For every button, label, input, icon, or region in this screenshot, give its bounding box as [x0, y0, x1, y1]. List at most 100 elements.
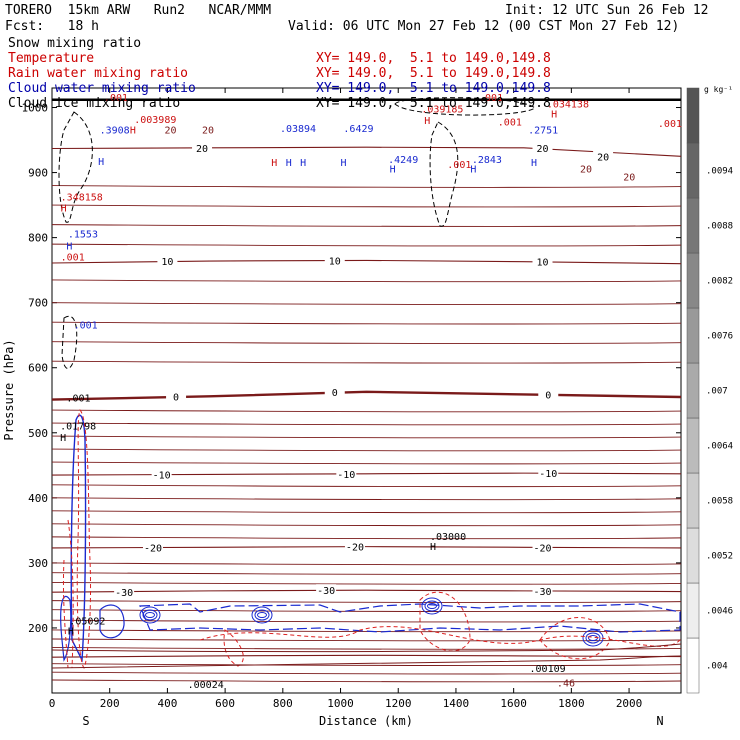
theta-contour: [51, 302, 682, 305]
theta-contour: [51, 663, 682, 667]
colorbar-bin: [686, 252, 700, 309]
contour-annotation: .348158: [61, 193, 103, 204]
contour-annotation: H: [424, 116, 430, 127]
temperature-contour-label: -30: [533, 587, 551, 598]
temperature-contour-label: 20: [196, 144, 208, 155]
contour-annotation: H: [130, 126, 136, 137]
contour-annotation: .6429: [343, 124, 373, 135]
colorbar-tick-label: .0052: [706, 552, 733, 562]
colorbar-bin: [686, 197, 700, 254]
y-axis-title: Pressure (hPa): [2, 339, 16, 440]
contour-label-bg: [532, 584, 553, 596]
colorbar-bin: [686, 142, 700, 199]
temperature-contour: [51, 589, 682, 593]
theta-contour: [51, 679, 682, 683]
y-tick-label: 1000: [22, 102, 49, 115]
cloud-water-core: [251, 606, 273, 624]
cloud-water-core: [257, 612, 267, 618]
theta-contour: [51, 422, 682, 426]
legend-cloud-water-xy: XY= 149.0, 5.1 to 149.0,149.8: [316, 81, 551, 96]
cloud-water-core: [254, 609, 270, 621]
colorbar-bin: [686, 417, 700, 474]
x-tick-label: 2000: [616, 697, 643, 710]
contour-annotation: .3908: [100, 126, 130, 137]
contour-annotation: .03894: [280, 124, 316, 135]
temperature-contour-low: [51, 655, 682, 669]
contour-label-bg: [532, 255, 553, 267]
contour-annotation: .46: [557, 678, 575, 689]
contour-annotation: .001: [74, 321, 98, 332]
contour-annotation: .1553: [68, 230, 98, 241]
plot-frame: [51, 87, 682, 694]
temperature-contour: [51, 472, 682, 476]
x-axis-title: Distance (km): [319, 714, 413, 728]
cloud-water-contour: [99, 604, 125, 639]
temperature-contour-label: -10: [153, 470, 171, 481]
contour-label-bg: [157, 255, 178, 267]
contour-annotation: .001: [479, 93, 503, 104]
x-tick-label: 400: [157, 697, 177, 710]
x-tick-label: 1400: [443, 697, 470, 710]
cloud-water-core: [142, 609, 158, 621]
theta-contour: [51, 609, 682, 613]
temperature-contour-label: -20: [533, 543, 551, 554]
contour-annotation: .003989: [134, 115, 176, 126]
x-tick-label: 1000: [327, 697, 354, 710]
colorbar-tick-label: .0094: [706, 167, 733, 177]
contour-annotation: H: [286, 158, 292, 169]
theta-contour: [51, 243, 682, 247]
contour-label-bg: [324, 254, 345, 266]
header-valid: Valid: 06 UTC Mon 27 Feb 12 (00 CST Mon …: [288, 19, 680, 34]
contour-annotation: .01798: [60, 422, 96, 433]
contour-label-bg: [344, 540, 365, 552]
theta-contour: [51, 279, 682, 283]
contour-annotation: H: [61, 204, 67, 215]
colorbar-tick-label: .007: [706, 387, 728, 397]
contour-annotation: .4249: [388, 155, 418, 166]
legend-cloud-water-label: Cloud water mixing ratio: [8, 81, 196, 96]
legend-rain-xy: XY= 149.0, 5.1 to 149.0,149.8: [316, 66, 551, 81]
x-tick-label: 1200: [385, 697, 412, 710]
cloud-water-core: [424, 600, 440, 612]
header-fcst: Fcst: 18 h: [5, 19, 99, 34]
contour-annotation: H: [470, 165, 476, 176]
legend-cloud-ice-xy: XY= 149.0, 5.1 to 149.0,149.8: [316, 96, 551, 111]
temperature-contour-label: -10: [539, 469, 557, 480]
colorbar-tick-label: .0082: [706, 277, 733, 287]
contour-annotation: H: [66, 241, 72, 252]
theta-contour: [51, 461, 682, 465]
y-tick-label: 400: [28, 492, 48, 505]
cloud-water-core: [145, 612, 155, 618]
temperature-contour-label: 10: [161, 257, 173, 268]
legend-rain-label: Rain water mixing ratio: [8, 66, 189, 81]
colorbar-tick-label: .0058: [706, 497, 733, 507]
rain-contour: [199, 626, 681, 647]
contour-annotation: H: [531, 158, 537, 169]
x-tick-label: 1600: [500, 697, 527, 710]
contour-annotation: .05092: [69, 617, 105, 628]
contour-annotation: .00024: [188, 680, 224, 691]
temperature-contour-label: 0: [332, 388, 338, 399]
theta-contour: [51, 321, 682, 325]
contour-annotation: H: [68, 626, 74, 637]
contour-annotation: .001: [104, 93, 128, 104]
y-tick-label: 200: [28, 622, 48, 635]
contour-annotation: .2843: [472, 155, 502, 166]
theta-contour: [51, 448, 682, 452]
rain-contour: [223, 629, 244, 667]
y-tick-label: 900: [28, 167, 48, 180]
theta-contour: [51, 619, 682, 623]
temperature-contour: [51, 146, 682, 157]
rain-contour: [419, 591, 471, 652]
temperature-contour-label: -30: [317, 586, 335, 597]
theta-contour: [51, 536, 682, 540]
legend-temperature-label: Temperature: [8, 51, 95, 66]
endpoint-north: N: [656, 714, 663, 728]
theta-contour: [51, 224, 682, 227]
contour-annotation: 20: [623, 172, 635, 183]
contour-annotation: .034138: [547, 100, 589, 111]
colorbar-tick-label: .0076: [706, 332, 733, 342]
theta-contour: [51, 581, 682, 585]
contour-annotation: H: [98, 157, 104, 168]
